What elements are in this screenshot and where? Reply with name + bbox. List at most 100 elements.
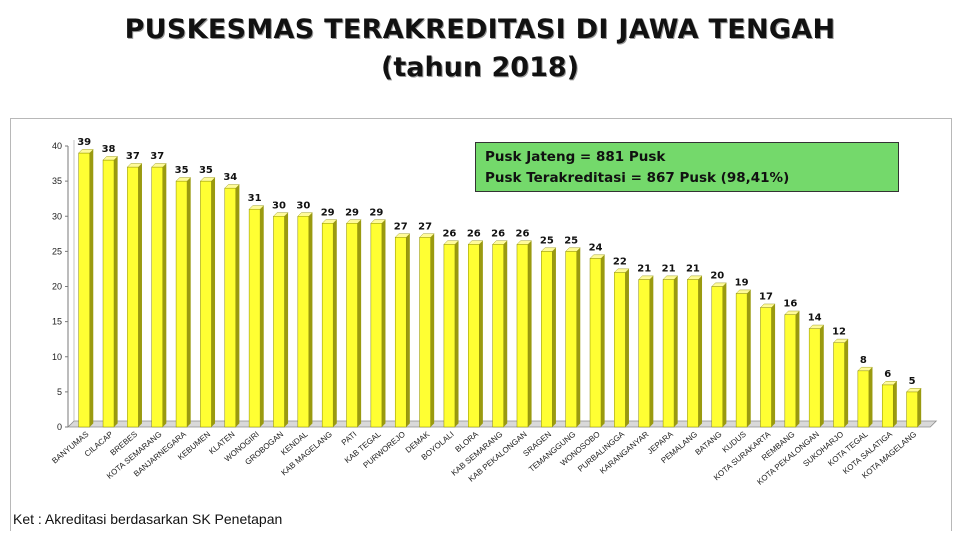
bar-group: [857, 367, 873, 428]
bar: [102, 159, 115, 428]
data-label: 35: [175, 165, 189, 176]
bar-group: [906, 388, 922, 428]
bar-top: [711, 282, 727, 287]
bar-side: [771, 303, 776, 427]
summary-total: Pusk Jateng = 881 Pusk: [485, 149, 666, 165]
bar: [224, 187, 237, 428]
bar: [321, 223, 334, 428]
y-tick-label: 0: [57, 422, 62, 432]
bar: [468, 244, 480, 428]
bar-side: [211, 177, 216, 427]
bar-side: [747, 289, 751, 427]
bar-top: [881, 381, 898, 386]
data-label: 21: [686, 263, 700, 274]
bar-side: [820, 325, 824, 427]
bar-group: [321, 219, 338, 428]
bar-group: [808, 324, 825, 428]
bar-group: [394, 233, 411, 428]
y-tick-label: 30: [52, 211, 62, 221]
data-label: 27: [394, 221, 408, 232]
bar-side: [722, 282, 727, 427]
data-label: 29: [321, 207, 335, 218]
chart-bars: [78, 149, 922, 428]
data-label: 16: [783, 299, 797, 310]
y-tick-label: 5: [57, 387, 62, 397]
data-label: 39: [77, 137, 91, 148]
bar: [614, 272, 626, 428]
data-label: 24: [589, 242, 603, 253]
bar-group: [735, 289, 752, 428]
data-label: 21: [662, 263, 676, 274]
data-label: 21: [637, 263, 651, 274]
bar-group: [443, 240, 460, 428]
data-label: 20: [710, 271, 724, 282]
bar-side: [381, 219, 386, 427]
data-label: 38: [102, 144, 116, 155]
bar-group: [516, 240, 533, 428]
bar: [565, 251, 577, 428]
bar: [808, 328, 821, 428]
bar-group: [248, 205, 265, 428]
bar-side: [89, 149, 94, 428]
bar-top: [102, 156, 119, 161]
bar-group: [759, 303, 776, 428]
data-label: 37: [126, 151, 140, 162]
bar: [784, 314, 797, 428]
bar-top: [346, 219, 362, 224]
y-tick-label: 10: [52, 352, 62, 362]
category-label: BANYUMAS: [50, 430, 90, 466]
bar-top: [686, 275, 703, 280]
bar: [516, 244, 529, 428]
bar-side: [284, 212, 289, 427]
bar-group: [419, 233, 435, 428]
page-subtitle: (tahun 2018): [380, 52, 580, 83]
data-label: 26: [442, 228, 456, 239]
bar-side: [844, 339, 849, 427]
bar-side: [162, 163, 167, 427]
data-label: 30: [272, 200, 286, 211]
bar: [760, 307, 772, 428]
bar-side: [674, 275, 678, 427]
data-label: 27: [418, 221, 432, 232]
bar-side: [479, 240, 483, 427]
bar-group: [346, 219, 362, 428]
bar-side: [406, 233, 410, 427]
bar-group: [784, 310, 800, 428]
bar-group: [151, 163, 167, 428]
bar: [175, 180, 188, 428]
data-label: 12: [832, 327, 846, 338]
bar: [711, 286, 724, 428]
category-label: PATI: [340, 430, 358, 448]
bar: [370, 223, 383, 428]
bar-side: [601, 254, 605, 427]
bar-top: [272, 212, 289, 217]
y-tick-label: 35: [52, 176, 62, 186]
bar-top: [638, 275, 654, 280]
bar-group: [272, 212, 289, 428]
bar-side: [138, 163, 142, 427]
bar: [394, 237, 407, 428]
bar-group: [224, 184, 240, 428]
bar: [735, 293, 748, 428]
bar-top: [126, 163, 143, 168]
bar-side: [917, 388, 922, 427]
bar: [346, 223, 358, 428]
data-label: 25: [564, 235, 578, 246]
bar-top: [906, 388, 922, 393]
y-tick-label: 20: [52, 282, 62, 292]
bar-group: [126, 163, 143, 428]
bar-group: [565, 247, 581, 428]
bar-top: [784, 310, 800, 315]
data-label: 37: [150, 151, 164, 162]
bar-side: [114, 156, 118, 427]
bar: [419, 237, 431, 428]
bar-group: [297, 212, 313, 428]
bar-top: [297, 212, 313, 217]
bar-group: [199, 177, 216, 428]
bar-group: [370, 219, 386, 428]
bar-top: [175, 177, 192, 182]
bar: [127, 166, 139, 428]
bar-group: [78, 149, 94, 428]
bar: [78, 152, 90, 428]
data-label: 14: [808, 313, 822, 324]
